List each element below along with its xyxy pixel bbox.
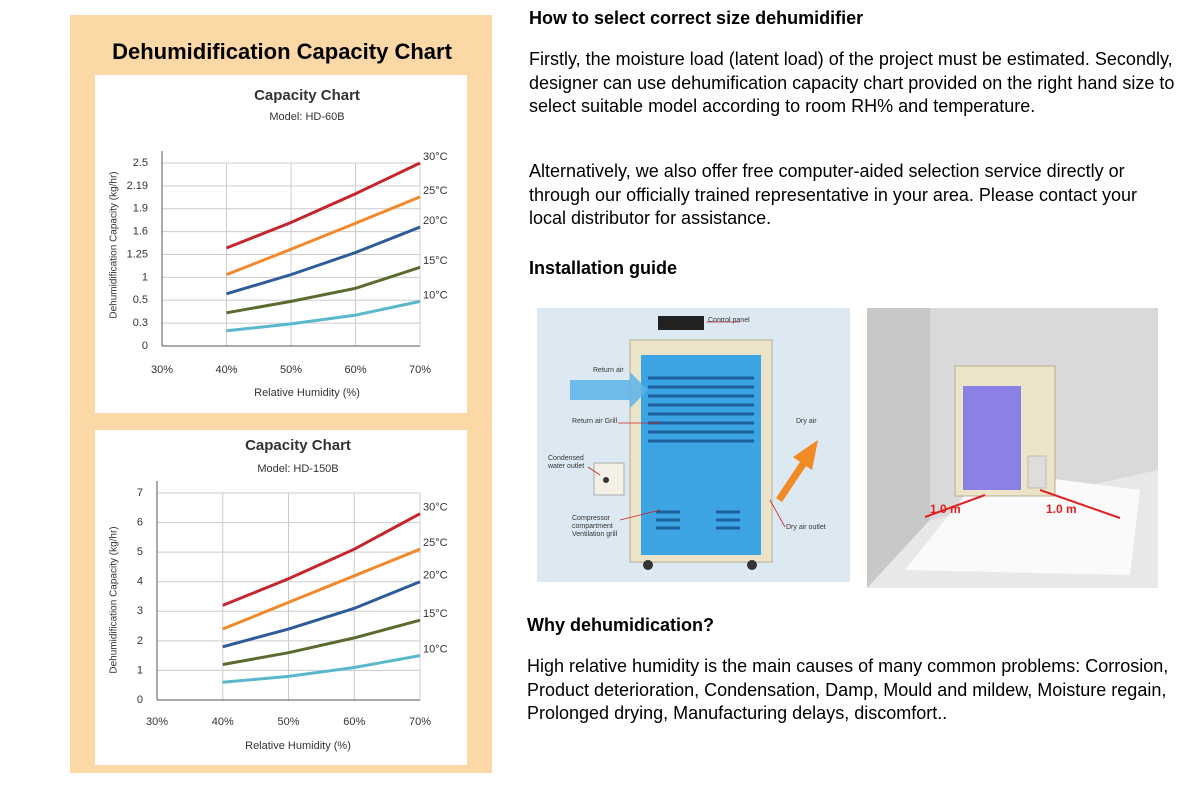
diagram-label: Compressor compartment Ventilation grill bbox=[572, 515, 618, 538]
y-tick-label: 2.19 bbox=[127, 180, 148, 192]
paragraph: Alternatively, we also offer free comput… bbox=[529, 161, 1138, 228]
legend-label: 25°C bbox=[423, 537, 448, 549]
series-line bbox=[226, 299, 421, 333]
series-line bbox=[226, 265, 421, 315]
x-tick-label: 60% bbox=[344, 364, 366, 376]
section-heading: Installation guide bbox=[529, 258, 678, 278]
series-line bbox=[222, 547, 421, 631]
diagram-label: Dry air bbox=[796, 418, 817, 425]
legend-label: 25°C bbox=[423, 185, 448, 197]
series-line bbox=[222, 618, 421, 666]
chart-title: Capacity Chart bbox=[245, 437, 351, 454]
legend-label: 10°C bbox=[423, 644, 448, 656]
section-heading: Why dehumidication? bbox=[527, 615, 714, 635]
y-tick-label: 0.5 bbox=[133, 294, 148, 306]
installation-diagram bbox=[537, 308, 850, 582]
chart-box bbox=[95, 75, 467, 413]
legend-label: 10°C bbox=[423, 289, 448, 301]
diagram-label: Condensed water outlet bbox=[548, 455, 585, 470]
legend-label: 30°C bbox=[423, 151, 448, 163]
diagram-label: Return air Grill bbox=[572, 418, 618, 425]
y-tick-label: 1.6 bbox=[133, 226, 148, 238]
y-tick-label: 0 bbox=[137, 694, 143, 706]
y-tick-label: 2.5 bbox=[133, 157, 148, 169]
y-tick-label: 0 bbox=[142, 340, 148, 352]
room-diagram bbox=[867, 308, 1158, 588]
x-tick-label: 50% bbox=[280, 364, 302, 376]
series-line bbox=[222, 580, 421, 649]
paragraph: High relative humidity is the main cause… bbox=[527, 656, 1169, 723]
x-tick-label: 60% bbox=[343, 716, 365, 728]
y-tick-label: 5 bbox=[137, 546, 143, 558]
chart-title: Capacity Chart bbox=[254, 87, 360, 104]
legend-label: 15°C bbox=[423, 608, 448, 620]
y-tick-label: 1.25 bbox=[127, 248, 148, 260]
x-tick-label: 30% bbox=[146, 716, 168, 728]
x-tick-label: 50% bbox=[277, 716, 299, 728]
x-axis-label: Relative Humidity (%) bbox=[254, 387, 360, 399]
y-tick-label: 0.3 bbox=[133, 317, 148, 329]
y-tick-label: 6 bbox=[137, 516, 143, 528]
x-tick-label: 70% bbox=[409, 716, 431, 728]
diagram-label: Control panel bbox=[708, 317, 750, 324]
series-line bbox=[222, 512, 421, 607]
y-tick-label: 7 bbox=[137, 487, 143, 499]
series-line bbox=[225, 195, 421, 277]
series-line bbox=[222, 654, 421, 684]
y-tick-label: 1 bbox=[142, 271, 148, 283]
paragraph: Firstly, the moisture load (latent load)… bbox=[529, 49, 1175, 116]
panel-title: Dehumidification Capacity Chart bbox=[112, 39, 453, 64]
x-tick-label: 40% bbox=[215, 364, 237, 376]
chart-subtitle: Model: HD-150B bbox=[257, 463, 338, 475]
section-heading: How to select correct size dehumidifier bbox=[529, 8, 864, 28]
room-label: 1.0 m bbox=[930, 502, 961, 516]
y-axis-label: Dehumidification Capacity (kg/hr) bbox=[109, 526, 120, 673]
y-tick-label: 1 bbox=[137, 664, 143, 676]
room-label: 1.0 m bbox=[1046, 502, 1077, 516]
y-tick-label: 3 bbox=[137, 605, 143, 617]
x-tick-label: 40% bbox=[212, 716, 234, 728]
diagram-label: Dry air outlet bbox=[786, 524, 826, 531]
y-tick-label: 4 bbox=[137, 576, 143, 588]
x-axis-label: Relative Humidity (%) bbox=[245, 740, 351, 752]
legend-label: 15°C bbox=[423, 255, 448, 267]
legend-label: 20°C bbox=[423, 570, 448, 582]
legend-label: 20°C bbox=[423, 215, 448, 227]
y-tick-label: 1.9 bbox=[133, 203, 148, 215]
y-tick-label: 2 bbox=[137, 635, 143, 647]
legend-label: 30°C bbox=[423, 502, 448, 514]
series-line bbox=[225, 161, 421, 250]
x-tick-label: 70% bbox=[409, 364, 431, 376]
y-axis-label: Dehumidification Capacity (kg/hr) bbox=[109, 171, 120, 318]
x-tick-label: 30% bbox=[151, 364, 173, 376]
chart-subtitle: Model: HD-60B bbox=[269, 111, 344, 123]
series-line bbox=[226, 225, 421, 296]
chart-box bbox=[95, 430, 467, 765]
diagram-label: Return air bbox=[593, 367, 624, 374]
